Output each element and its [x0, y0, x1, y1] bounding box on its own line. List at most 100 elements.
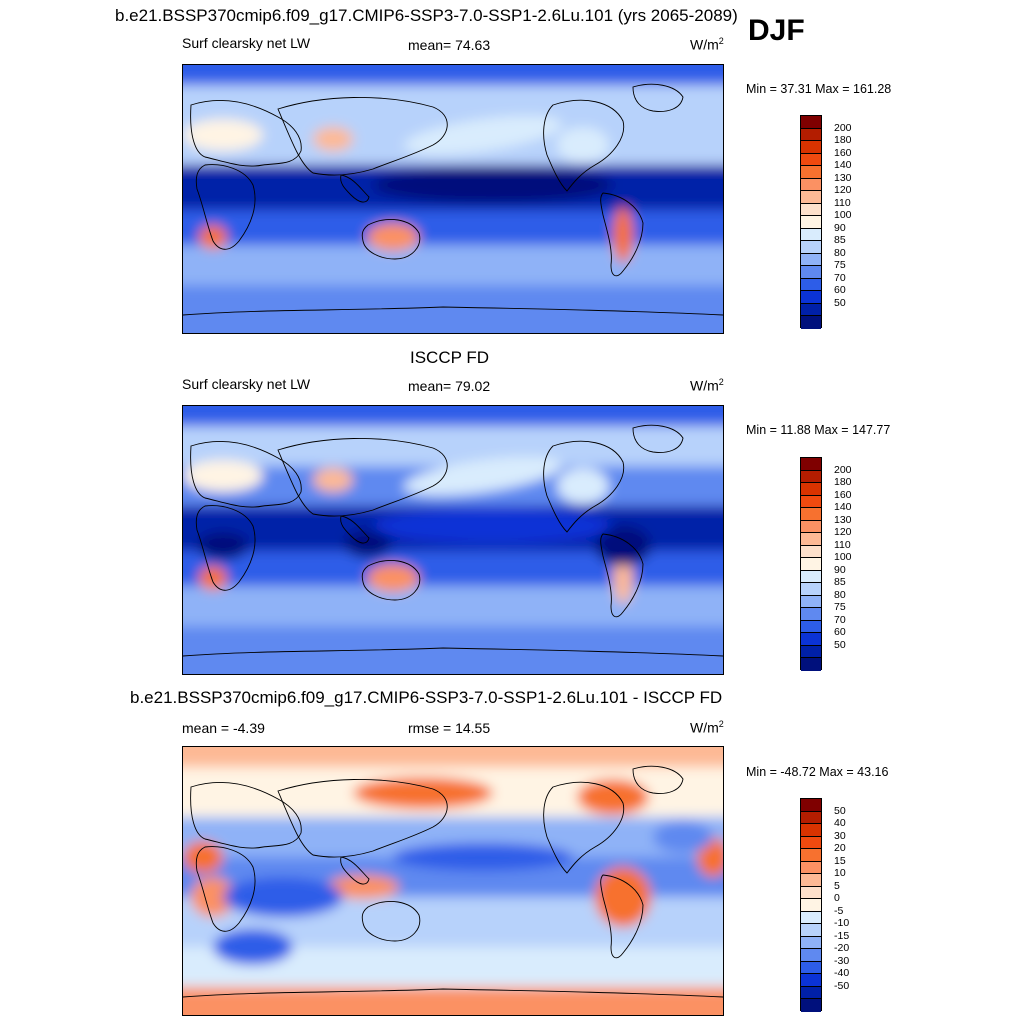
- colorbar-segment: [801, 228, 821, 242]
- colorbar-segment: [801, 633, 821, 646]
- colorbar-segment: [801, 936, 821, 950]
- coastline: [183, 306, 723, 316]
- coastline: [190, 441, 302, 508]
- panel3-units-label: W/m2: [690, 719, 724, 736]
- field-region: [393, 843, 573, 871]
- panel1-variable-label: Surf clearsky net LW: [182, 35, 311, 51]
- panel1-colorbar: [800, 115, 822, 329]
- coastline: [195, 164, 256, 250]
- colorbar-segment: [801, 824, 821, 837]
- field-band: [183, 987, 723, 1015]
- colorbar-segment: [801, 886, 821, 900]
- colorbar-segment: [801, 986, 821, 1000]
- field-region: [557, 127, 609, 163]
- colorbar-label: 10: [834, 867, 846, 880]
- colorbar-segment: [801, 911, 821, 925]
- colorbar-label: 180: [834, 476, 852, 489]
- colorbar-segment: [801, 241, 821, 254]
- colorbar-segment: [801, 949, 821, 962]
- colorbar-segment: [801, 645, 821, 659]
- colorbar-segment: [801, 533, 821, 546]
- field-band: [183, 426, 723, 466]
- coastline: [195, 505, 256, 591]
- field-region: [577, 779, 649, 815]
- panel2-units-label: W/m2: [690, 377, 724, 394]
- colorbar-label: 160: [834, 146, 852, 159]
- coastline: [340, 856, 370, 885]
- colorbar-segment: [801, 974, 821, 987]
- coastline: [361, 900, 421, 942]
- colorbar-label: 20: [834, 842, 846, 855]
- coastline: [632, 765, 684, 794]
- colorbar-segment: [801, 266, 821, 279]
- colorbar-segment: [801, 558, 821, 571]
- coastline: [600, 533, 644, 618]
- colorbar-label: -30: [834, 954, 850, 967]
- colorbar-segment: [801, 216, 821, 229]
- field-band: [183, 85, 723, 125]
- panel2-minmax: Min = 11.88 Max = 147.77: [746, 423, 891, 437]
- panel1-minmax: Min = 37.31 Max = 161.28: [746, 82, 892, 96]
- panel3-minmax: Min = -48.72 Max = 43.16: [746, 765, 889, 779]
- colorbar-segment: [801, 583, 821, 596]
- field-region: [373, 508, 613, 544]
- field-region: [213, 929, 293, 965]
- colorbar-label: 130: [834, 513, 852, 526]
- field-region: [373, 167, 613, 203]
- colorbar-segment: [801, 483, 821, 496]
- colorbar-segment: [801, 458, 821, 471]
- colorbar-segment: [801, 899, 821, 912]
- colorbar-segment: [801, 141, 821, 154]
- colorbar-label: 200: [834, 121, 852, 134]
- field-region: [327, 875, 399, 899]
- colorbar-segment: [801, 874, 821, 887]
- field-region: [183, 841, 223, 873]
- colorbar-segment: [801, 191, 821, 204]
- coastline: [183, 988, 723, 998]
- panel2-colorbar: [800, 457, 822, 671]
- diff-map: [182, 746, 724, 1016]
- colorbar-label: -5: [834, 904, 844, 917]
- colorbar-label: 85: [834, 576, 846, 589]
- model-map-field: [183, 65, 723, 333]
- colorbar-label: 30: [834, 829, 846, 842]
- field-band: [183, 285, 723, 333]
- colorbar-label: 85: [834, 234, 846, 247]
- field-band: [183, 747, 723, 767]
- field-region: [197, 532, 249, 560]
- field-band: [183, 626, 723, 674]
- colorbar-segment: [801, 961, 821, 975]
- colorbar-label: -15: [834, 929, 850, 942]
- colorbar-segment: [801, 811, 821, 825]
- coastline: [183, 647, 723, 657]
- colorbar-segment: [801, 799, 821, 812]
- field-region: [353, 777, 493, 809]
- colorbar-label: 120: [834, 526, 852, 539]
- colorbar-segment: [801, 520, 821, 534]
- colorbar-segment: [801, 924, 821, 937]
- colorbar-label: 75: [834, 259, 846, 272]
- colorbar-label: 5: [834, 879, 840, 892]
- season-label: DJF: [748, 14, 805, 47]
- colorbar-label: -10: [834, 917, 850, 930]
- colorbar-label: 60: [834, 626, 846, 639]
- colorbar-label: 140: [834, 501, 852, 514]
- field-region: [344, 530, 392, 558]
- coastline: [277, 437, 448, 517]
- colorbar-segment: [801, 253, 821, 267]
- field-region: [595, 526, 651, 566]
- coastline: [543, 781, 625, 874]
- field-region: [403, 456, 563, 496]
- colorbar-label: 80: [834, 588, 846, 601]
- colorbar-segment: [801, 116, 821, 129]
- field-band: [183, 406, 723, 426]
- field-band: [183, 586, 723, 626]
- obs-map-field: [183, 406, 723, 674]
- colorbar-segment: [801, 861, 821, 875]
- colorbar-segment: [801, 508, 821, 521]
- coastline: [543, 99, 625, 192]
- coastline: [632, 424, 684, 453]
- panel3-colorbar: [800, 798, 822, 1012]
- field-region: [223, 877, 343, 917]
- colorbar-segment: [801, 495, 821, 509]
